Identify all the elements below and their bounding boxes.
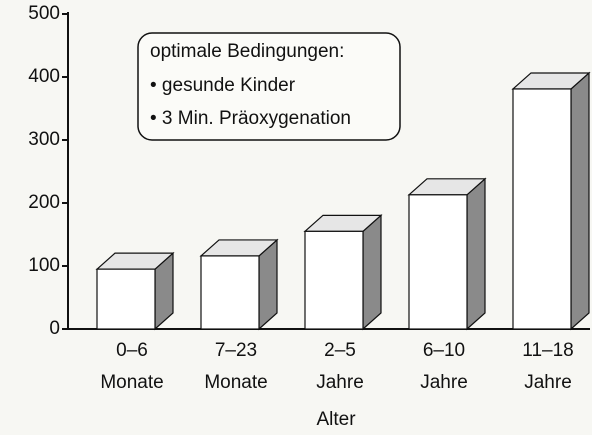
annotation-line: • gesunde Kinder <box>150 75 296 96</box>
x-tick-label: 11–18 <box>522 340 573 361</box>
x-tick-label: Monate <box>204 372 267 393</box>
annotation-box <box>137 32 401 141</box>
x-tick-label: Jahre <box>524 372 572 393</box>
y-tick-label: 300 <box>28 129 60 150</box>
x-tick-label: 7–23 <box>215 340 257 361</box>
annotation-line: • 3 Min. Präoxygenation <box>150 108 351 129</box>
y-tick-label: 0 <box>49 318 60 339</box>
bar <box>512 88 572 330</box>
x-tick-label: 2–5 <box>324 340 356 361</box>
bar-side <box>362 214 382 331</box>
x-tick-label: 0–6 <box>116 340 148 361</box>
x-axis-label: Alter <box>316 409 356 430</box>
bar <box>304 230 364 330</box>
bar <box>96 268 156 330</box>
y-tick-label: 200 <box>28 192 60 213</box>
bar-side <box>570 71 590 331</box>
y-tick-label: 500 <box>28 3 60 24</box>
annotation-line: optimale Bedingungen: <box>150 41 344 62</box>
x-tick-label: Monate <box>100 372 163 393</box>
y-tick-label: 100 <box>28 255 60 276</box>
bar <box>200 255 260 330</box>
x-tick-label: Jahre <box>420 372 468 393</box>
bar-side <box>466 177 486 331</box>
y-tick-label: 400 <box>28 66 60 87</box>
x-tick-label: 6–10 <box>423 340 465 361</box>
bar <box>408 194 468 330</box>
x-tick-label: Jahre <box>316 372 364 393</box>
